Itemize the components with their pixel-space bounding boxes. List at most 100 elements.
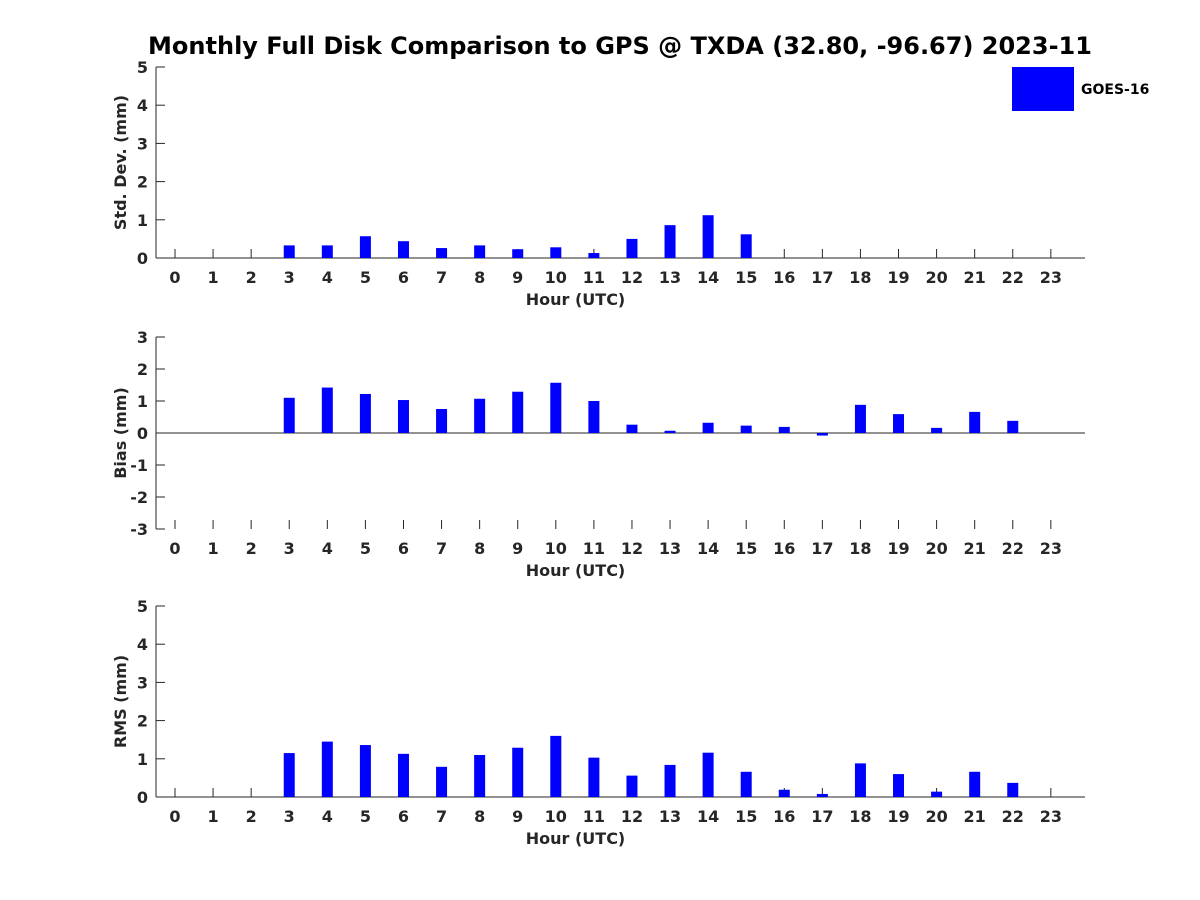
x-tick-label: 20 bbox=[925, 268, 947, 287]
x-tick-label: 11 bbox=[583, 807, 605, 826]
bias-bar-hour-18 bbox=[854, 404, 866, 433]
legend: GOES-16 bbox=[1012, 67, 1149, 111]
x-tick-label: 21 bbox=[964, 539, 986, 558]
rms-bar-hour-17 bbox=[816, 793, 828, 797]
stddev-y-axis-label: Std. Dev. (mm) bbox=[111, 95, 130, 230]
x-tick-label: 3 bbox=[284, 539, 295, 558]
rms-bar-hour-22 bbox=[1007, 782, 1019, 797]
rms-bar-hour-6 bbox=[397, 753, 409, 797]
x-tick-label: 16 bbox=[773, 268, 795, 287]
y-tick-label: 2 bbox=[137, 712, 148, 731]
y-tick-label: -3 bbox=[130, 520, 148, 539]
rms-bar-hour-15 bbox=[740, 771, 752, 797]
stddev-bar-hour-10 bbox=[550, 247, 562, 258]
stddev-bar-hour-11 bbox=[588, 253, 600, 258]
rms-bar-hour-20 bbox=[931, 791, 943, 797]
stddev-bar-hour-8 bbox=[474, 245, 486, 258]
x-tick-label: 23 bbox=[1040, 268, 1062, 287]
x-tick-label: 1 bbox=[208, 268, 219, 287]
bias-bar-hour-16 bbox=[778, 426, 790, 433]
rms-bar-hour-12 bbox=[626, 775, 638, 797]
x-tick-label: 9 bbox=[512, 807, 523, 826]
stddev-bar-hour-9 bbox=[512, 249, 524, 258]
rms-bar-hour-14 bbox=[702, 752, 714, 797]
bias-bar-hour-21 bbox=[969, 411, 981, 433]
bias-y-axis-label: Bias (mm) bbox=[111, 387, 130, 479]
bias-bar-hour-9 bbox=[512, 391, 524, 433]
x-tick-label: 11 bbox=[583, 268, 605, 287]
stddev-x-axis-label: Hour (UTC) bbox=[526, 290, 626, 309]
rms-bar-hour-16 bbox=[778, 789, 790, 797]
x-tick-label: 10 bbox=[545, 268, 567, 287]
y-tick-label: 0 bbox=[137, 424, 148, 443]
x-tick-label: 0 bbox=[169, 807, 180, 826]
stddev-bar-hour-7 bbox=[436, 248, 448, 258]
y-tick-label: 0 bbox=[137, 788, 148, 807]
x-tick-label: 15 bbox=[735, 807, 757, 826]
x-tick-label: 4 bbox=[322, 807, 333, 826]
x-tick-label: 12 bbox=[621, 807, 643, 826]
y-tick-label: 4 bbox=[137, 635, 148, 654]
x-tick-label: 17 bbox=[811, 268, 833, 287]
rms-bar-hour-18 bbox=[854, 763, 866, 797]
x-tick-label: 19 bbox=[887, 268, 909, 287]
x-tick-label: 18 bbox=[849, 539, 871, 558]
x-tick-label: 6 bbox=[398, 539, 409, 558]
x-tick-label: 19 bbox=[887, 807, 909, 826]
x-tick-label: 22 bbox=[1002, 268, 1024, 287]
x-tick-label: 7 bbox=[436, 539, 447, 558]
x-tick-label: 15 bbox=[735, 268, 757, 287]
rms-bar-hour-11 bbox=[588, 757, 600, 797]
x-tick-label: 4 bbox=[322, 268, 333, 287]
x-tick-label: 5 bbox=[360, 268, 371, 287]
x-tick-label: 1 bbox=[208, 807, 219, 826]
legend-label: GOES-16 bbox=[1081, 82, 1149, 98]
stddev-bar-hour-13 bbox=[664, 225, 676, 258]
stddev-bar-hour-15 bbox=[740, 234, 752, 258]
stddev-bar-hour-12 bbox=[626, 238, 638, 258]
x-tick-label: 17 bbox=[811, 539, 833, 558]
x-tick-label: 13 bbox=[659, 539, 681, 558]
rms-bar-hour-13 bbox=[664, 764, 676, 797]
x-tick-label: 6 bbox=[398, 268, 409, 287]
bias-bar-hour-22 bbox=[1007, 420, 1019, 433]
rms-bar-hour-21 bbox=[969, 771, 981, 797]
stddev-bar-hour-4 bbox=[321, 245, 333, 258]
stddev-bar-hour-6 bbox=[397, 241, 409, 258]
bias-bar-hour-6 bbox=[397, 400, 409, 433]
y-tick-label: 1 bbox=[137, 211, 148, 230]
x-tick-label: 23 bbox=[1040, 539, 1062, 558]
bias-bar-hour-7 bbox=[436, 409, 448, 433]
x-tick-label: 2 bbox=[246, 539, 257, 558]
bias-bar-hour-19 bbox=[893, 414, 905, 433]
x-tick-label: 13 bbox=[659, 268, 681, 287]
x-tick-label: 21 bbox=[964, 268, 986, 287]
y-tick-label: 2 bbox=[137, 173, 148, 192]
x-tick-label: 16 bbox=[773, 539, 795, 558]
x-tick-label: 18 bbox=[849, 807, 871, 826]
rms-bar-hour-3 bbox=[283, 753, 295, 797]
rms-bar-hour-5 bbox=[359, 745, 371, 797]
y-tick-label: 1 bbox=[137, 392, 148, 411]
x-tick-label: 5 bbox=[360, 807, 371, 826]
x-tick-label: 10 bbox=[545, 539, 567, 558]
x-tick-label: 8 bbox=[474, 807, 485, 826]
x-tick-label: 18 bbox=[849, 268, 871, 287]
rms-bar-hour-8 bbox=[474, 754, 486, 797]
x-tick-label: 8 bbox=[474, 268, 485, 287]
x-tick-label: 14 bbox=[697, 807, 719, 826]
x-tick-label: 11 bbox=[583, 539, 605, 558]
x-tick-label: 12 bbox=[621, 268, 643, 287]
x-tick-label: 4 bbox=[322, 539, 333, 558]
rms-bar-hour-7 bbox=[436, 766, 448, 797]
x-tick-label: 3 bbox=[284, 268, 295, 287]
x-tick-label: 15 bbox=[735, 539, 757, 558]
x-tick-label: 10 bbox=[545, 807, 567, 826]
bias-bar-hour-14 bbox=[702, 422, 714, 433]
x-tick-label: 20 bbox=[925, 539, 947, 558]
x-tick-label: 20 bbox=[925, 807, 947, 826]
x-tick-label: 2 bbox=[246, 268, 257, 287]
x-tick-label: 0 bbox=[169, 268, 180, 287]
y-tick-label: 3 bbox=[137, 673, 148, 692]
